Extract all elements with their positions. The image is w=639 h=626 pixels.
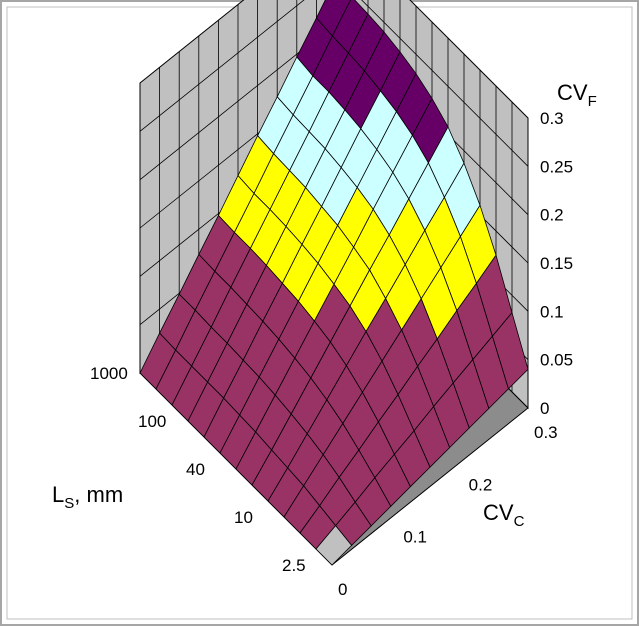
x-tick-label: 0 (338, 580, 347, 599)
y-axis-title: LS, mm (52, 482, 123, 512)
z-tick-label: 0 (540, 399, 549, 418)
tick-labels: 0 0.05 0.1 0.15 0.2 0.25 0.3 0 0.1 0.2 0.3 2.5 10 40 1… (90, 109, 573, 599)
z-tick-label: 0.15 (540, 254, 573, 273)
x-tick-label: 0.2 (469, 475, 493, 494)
z-tick-label: 0.1 (540, 302, 564, 321)
surface (139, 0, 529, 566)
surface-cell (315, 524, 353, 566)
z-tick-label: 0.25 (540, 157, 573, 176)
y-tick-label: 2.5 (282, 556, 306, 575)
y-tick-label: 100 (138, 412, 166, 431)
z-tick-label: 0.05 (540, 351, 573, 370)
x-tick-label: 0.3 (534, 423, 558, 442)
x-axis-title: CVC (483, 500, 525, 530)
z-tick-label: 0.3 (540, 109, 564, 128)
x-tick-label: 0.1 (403, 528, 427, 547)
y-tick-label: 10 (234, 508, 253, 527)
y-tick-label: 40 (186, 460, 205, 479)
y-tick-label: 1000 (90, 364, 128, 383)
z-axis-title: CVF (557, 80, 597, 110)
z-tick-label: 0.2 (540, 206, 564, 225)
